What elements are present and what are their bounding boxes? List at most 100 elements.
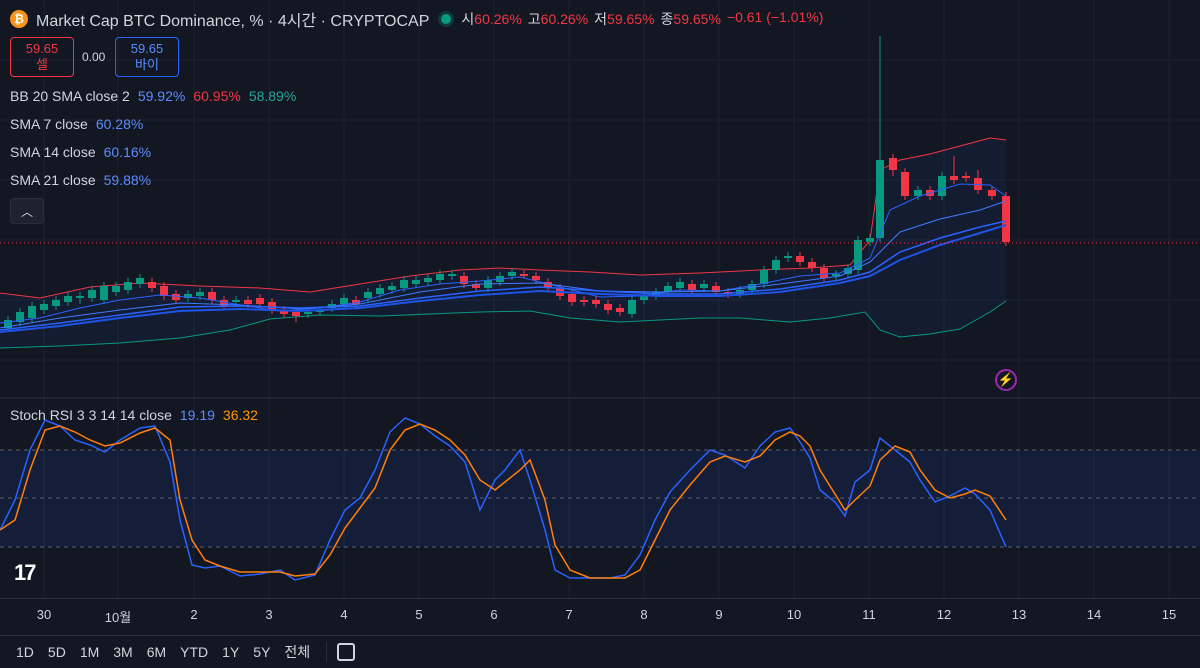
candle	[580, 296, 588, 306]
candle-body	[376, 288, 384, 294]
chart-canvas[interactable]	[0, 0, 1200, 598]
candle-body	[889, 158, 897, 170]
candle	[938, 172, 946, 200]
candle-body	[412, 280, 420, 284]
candle-body	[820, 268, 828, 278]
candle-body	[256, 298, 264, 304]
tradingview-logo-icon[interactable]: 17	[14, 560, 37, 585]
candle	[640, 292, 648, 304]
goto-date-icon[interactable]	[337, 643, 356, 661]
candle-body	[460, 276, 468, 284]
candle	[950, 156, 958, 184]
sell-button[interactable]: 59.65 셀	[10, 37, 74, 77]
range-button-YTD[interactable]: YTD	[180, 644, 209, 660]
toolbar-divider	[326, 642, 328, 662]
range-button-1D[interactable]: 1D	[16, 644, 34, 660]
candle-body	[772, 260, 780, 270]
candle	[604, 300, 612, 314]
candle-body	[100, 286, 108, 300]
candle	[832, 270, 840, 280]
candle	[772, 256, 780, 274]
time-axis-label: 30	[36, 607, 52, 622]
candle-body	[436, 274, 444, 280]
market-status-dot[interactable]	[441, 14, 452, 24]
candle	[88, 286, 96, 302]
sma21-line	[0, 224, 1007, 333]
sma21-value: 59.88%	[103, 172, 152, 188]
close-label: 종	[660, 11, 674, 27]
indicator-sma7[interactable]: SMA 7 close 60.28%	[10, 116, 143, 132]
candle-body	[844, 268, 852, 274]
candle-body	[232, 300, 240, 302]
candle	[808, 258, 816, 272]
bb-lower-value: 58.89%	[248, 88, 297, 104]
range-button-3M[interactable]: 3M	[113, 644, 133, 660]
range-button-전체[interactable]: 전체	[284, 644, 311, 660]
lightning-alert-icon[interactable]: ⚡	[995, 369, 1017, 391]
candle	[40, 300, 48, 314]
chevron-up-icon[interactable]: ︿	[10, 198, 44, 224]
indicator-sma14[interactable]: SMA 14 close 60.16%	[10, 144, 151, 160]
candle-body	[76, 296, 84, 298]
candle	[436, 270, 444, 284]
time-axis-label: 5	[415, 607, 423, 622]
candle	[820, 264, 828, 282]
low-value: 59.65%	[607, 11, 655, 27]
range-button-1M[interactable]: 1M	[79, 644, 100, 660]
candle-body	[148, 282, 156, 288]
candle	[424, 274, 432, 286]
candle	[760, 266, 768, 288]
candle-body	[124, 282, 132, 290]
candle-body	[700, 284, 708, 288]
range-button-6M[interactable]: 6M	[146, 644, 167, 660]
candle-body	[352, 300, 360, 304]
candle-body	[268, 302, 276, 310]
candle	[700, 280, 708, 292]
range-button-5D[interactable]: 5D	[47, 644, 66, 660]
candle-body	[532, 276, 540, 280]
candle	[974, 170, 982, 194]
stoch-rsi-pane	[0, 417, 1200, 581]
symbol-title[interactable]: Market Cap BTC Dominance, % · 4시간 · CRYP…	[36, 13, 430, 30]
time-axis-label: 4	[340, 607, 348, 622]
candle	[256, 294, 264, 308]
range-button-1Y[interactable]: 1Y	[222, 644, 240, 660]
time-axis-label: 2	[190, 607, 198, 622]
candle-body	[280, 310, 288, 314]
change-value: −0.61 (−1.01%)	[726, 9, 824, 25]
range-button-5Y[interactable]: 5Y	[253, 644, 271, 660]
candle	[208, 288, 216, 304]
candle-body	[196, 292, 204, 296]
candle-body	[364, 292, 372, 298]
candle-body	[808, 262, 816, 268]
indicator-stoch-rsi[interactable]: Stoch RSI 3 3 14 14 close 19.19 36.32	[10, 407, 258, 423]
candle-body	[568, 294, 576, 302]
time-axis-label: 6	[490, 607, 498, 622]
bollinger-bands	[0, 137, 1007, 349]
sell-price: 59.65	[25, 41, 59, 56]
time-axis-label: 3	[265, 607, 273, 622]
candle-body	[520, 274, 528, 276]
candle	[16, 308, 24, 326]
stoch-d-value: 36.32	[222, 407, 258, 423]
buy-button[interactable]: 59.65 바이	[115, 37, 179, 77]
candle-body	[876, 160, 884, 238]
ohlc-values: 시60.26% 고60.26% 저59.65% 종59.65% −0.61 (−…	[461, 9, 823, 29]
candle	[962, 172, 970, 182]
candle	[796, 252, 804, 266]
candle-body	[112, 286, 120, 292]
candle-body	[220, 300, 228, 306]
candle	[628, 296, 636, 318]
candle-body	[292, 312, 300, 316]
indicator-name: SMA 21 close	[10, 172, 96, 188]
candle	[472, 280, 480, 292]
time-axis-label: 10월	[104, 610, 132, 625]
bb-fill	[0, 138, 1006, 348]
time-axis[interactable]: 30 10월 2 3 4 5 6 7 8 9 10 11 12 13 14 15	[0, 598, 1200, 629]
candle	[914, 186, 922, 200]
candle-body	[4, 320, 12, 328]
indicator-sma21[interactable]: SMA 21 close 59.88%	[10, 172, 151, 188]
indicator-bb[interactable]: BB 20 SMA close 2 59.92% 60.95% 58.89%	[10, 88, 296, 104]
candle	[544, 278, 552, 292]
candle	[889, 154, 897, 176]
